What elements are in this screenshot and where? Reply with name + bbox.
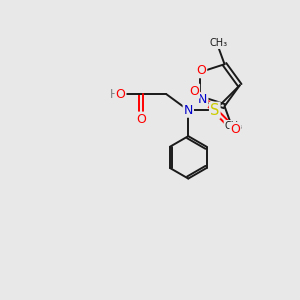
- Text: O: O: [136, 112, 146, 126]
- Text: O: O: [230, 123, 240, 136]
- Text: O: O: [116, 88, 125, 100]
- Text: S: S: [210, 103, 220, 118]
- Text: O: O: [196, 64, 206, 77]
- Text: H: H: [110, 88, 119, 100]
- Text: CH₃: CH₃: [209, 38, 228, 48]
- Text: CH₃: CH₃: [224, 121, 243, 131]
- Text: N: N: [184, 104, 193, 117]
- Text: N: N: [198, 93, 208, 106]
- Text: O: O: [189, 85, 199, 98]
